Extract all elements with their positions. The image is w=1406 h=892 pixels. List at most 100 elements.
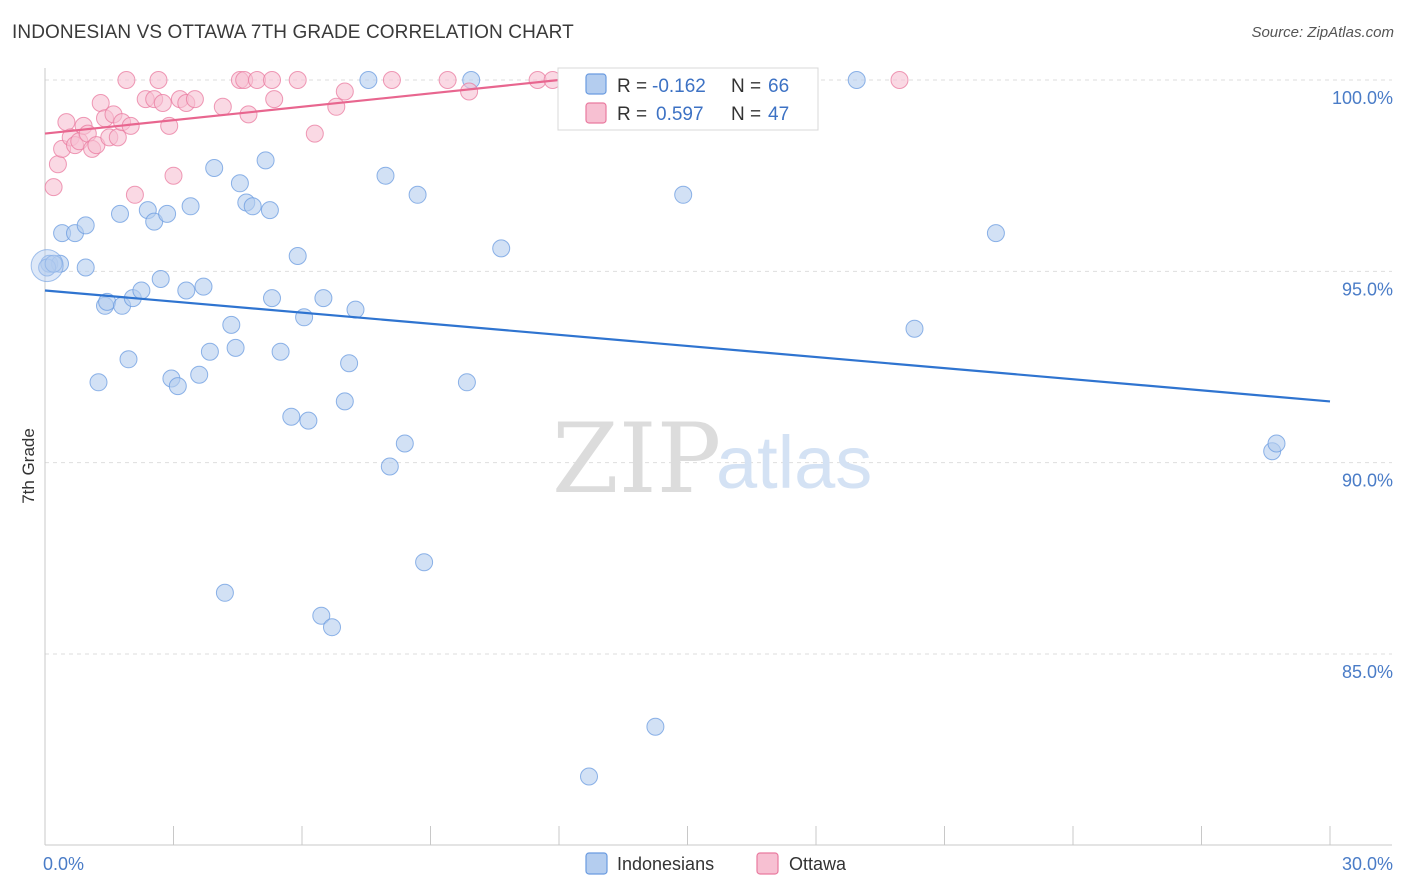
watermark-atlas: atlas (716, 421, 872, 504)
point-indonesians (44, 254, 63, 273)
point-ottawa (213, 97, 232, 116)
point-indonesians (346, 300, 365, 319)
legend-r-value-2: 0.597 (656, 104, 704, 125)
point-ottawa (44, 178, 63, 197)
point-ottawa (48, 155, 67, 174)
point-indonesians (158, 204, 177, 223)
point-indonesians (359, 71, 378, 89)
chart-title: INDONESIAN VS OTTAWA 7TH GRADE CORRELATI… (12, 22, 574, 43)
point-indonesians (492, 239, 511, 258)
point-indonesians (111, 204, 129, 223)
bottom-legend-swatch-indonesians (585, 852, 608, 875)
axes (44, 68, 1392, 846)
point-ottawa (125, 185, 144, 204)
point-indonesians (408, 185, 427, 204)
point-ottawa (460, 82, 479, 101)
watermark: ZIP atlas (552, 403, 872, 515)
legend-n-value-2: 47 (768, 104, 789, 125)
point-indonesians (200, 342, 219, 361)
point-indonesians (847, 71, 866, 89)
trend-lines (44, 78, 1331, 403)
legend-swatch-indonesians (585, 73, 607, 95)
point-indonesians (580, 767, 598, 786)
point-ottawa (117, 71, 136, 89)
series-legend: Indonesians Ottawa (585, 852, 847, 875)
point-indonesians (335, 392, 354, 411)
point-ottawa (185, 90, 204, 109)
point-indonesians (230, 174, 249, 193)
point-ottawa (438, 71, 457, 89)
y-tick-label: 85.0% (1342, 662, 1393, 682)
y-tick-label: 90.0% (1342, 471, 1393, 491)
point-indonesians (89, 373, 108, 392)
point-ottawa (263, 71, 281, 89)
point-indonesians (323, 618, 341, 637)
point-indonesians (314, 289, 333, 308)
trend-line-ottawa (44, 78, 560, 135)
point-ottawa (288, 71, 307, 89)
point-ottawa (265, 90, 284, 109)
point-indonesians (457, 373, 476, 392)
x-tick-label: 30.0% (1342, 854, 1393, 874)
point-ottawa (153, 94, 172, 112)
point-ottawa (57, 113, 76, 132)
point-indonesians (376, 166, 395, 185)
point-indonesians (299, 411, 318, 430)
point-ottawa (305, 124, 324, 143)
bottom-legend-swatch-ottawa (756, 852, 779, 875)
point-ottawa (335, 82, 354, 101)
legend-n-label-1: N = (731, 76, 761, 97)
point-indonesians (271, 342, 290, 361)
point-ottawa (327, 97, 346, 116)
point-indonesians (205, 159, 224, 177)
point-indonesians (1267, 434, 1286, 453)
legend-swatch-ottawa (585, 102, 607, 124)
point-indonesians (986, 224, 1005, 243)
point-indonesians (119, 350, 138, 369)
legend-r-label-1: R = (617, 76, 647, 97)
axis-labels: 85.0% 90.0% 95.0% 100.0% 0.0% 30.0% (43, 88, 1393, 874)
point-indonesians (177, 281, 196, 300)
point-indonesians (76, 258, 95, 277)
point-indonesians (646, 717, 665, 736)
trend-line-indonesians (44, 289, 1331, 403)
point-ottawa (890, 71, 909, 89)
point-indonesians (905, 319, 924, 338)
point-indonesians (380, 457, 399, 476)
point-indonesians (415, 553, 434, 572)
point-indonesians (76, 216, 95, 235)
x-tick-label: 0.0% (43, 854, 84, 874)
point-ottawa (382, 71, 401, 89)
source-label: Source: ZipAtlas.com (1251, 24, 1394, 41)
point-indonesians (312, 606, 331, 625)
point-ottawa (164, 166, 183, 185)
point-indonesians (243, 197, 262, 216)
legend-n-value-1: 66 (768, 76, 789, 97)
bottom-legend-ottawa: Ottawa (789, 854, 847, 874)
point-indonesians (340, 354, 359, 373)
point-indonesians (282, 407, 301, 426)
point-indonesians (132, 281, 151, 300)
stats-legend: R = -0.162 N = 66 R = 0.597 N = 47 (557, 67, 819, 131)
y-axis-label: 7th Grade (19, 428, 38, 504)
y-tick-label: 100.0% (1332, 88, 1393, 108)
point-indonesians (395, 434, 414, 453)
point-indonesians (263, 289, 281, 308)
point-indonesians (674, 185, 693, 204)
point-indonesians (181, 197, 200, 216)
point-indonesians-cluster (30, 249, 64, 283)
legend-n-label-2: N = (731, 104, 761, 125)
point-indonesians (168, 377, 187, 396)
legend-r-label-2: R = (617, 104, 647, 125)
data-points (30, 71, 1286, 786)
point-ottawa (528, 71, 547, 89)
point-indonesians (151, 270, 170, 288)
point-indonesians (256, 151, 275, 170)
point-indonesians (194, 277, 213, 296)
point-indonesians (260, 201, 279, 220)
point-indonesians (222, 315, 241, 334)
point-indonesians (190, 365, 209, 384)
point-indonesians (288, 247, 307, 265)
legend-r-value-1: -0.162 (652, 76, 706, 97)
